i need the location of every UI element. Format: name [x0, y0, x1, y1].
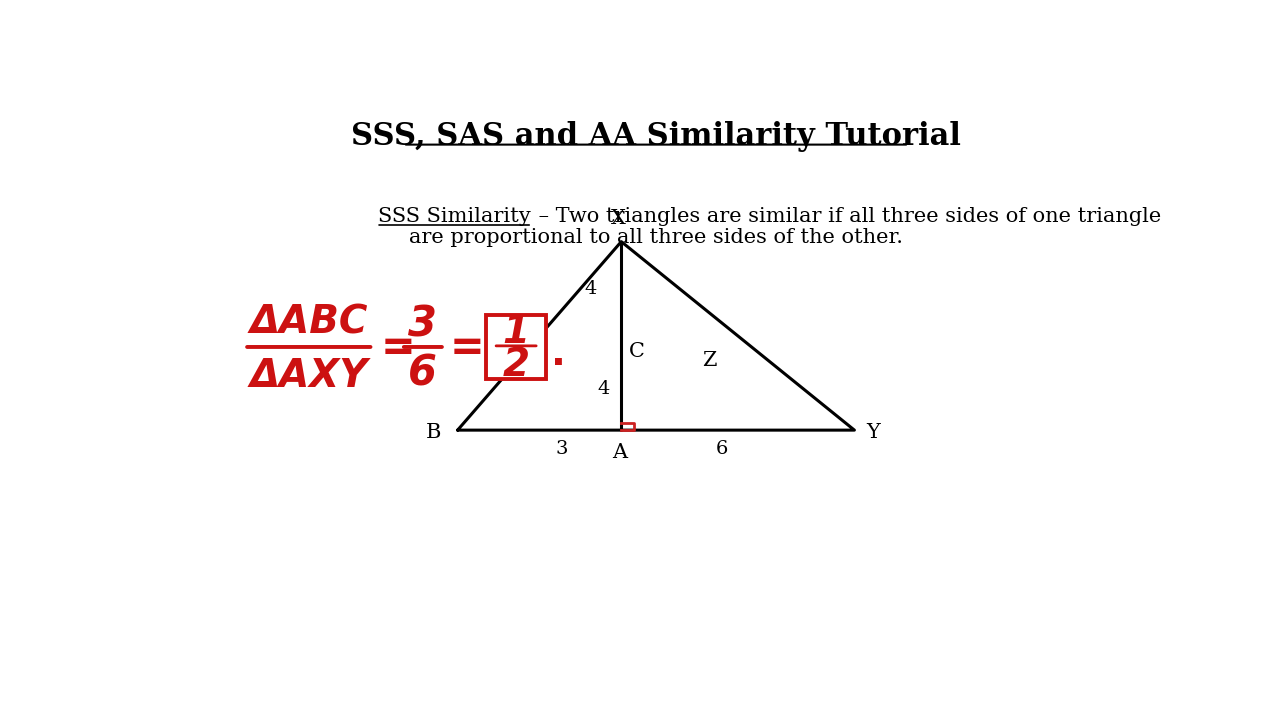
Text: 1: 1 — [503, 313, 530, 351]
Text: – Two triangles are similar if all three sides of one triangle: – Two triangles are similar if all three… — [532, 207, 1161, 226]
Text: A: A — [612, 443, 627, 462]
Text: 3: 3 — [408, 304, 438, 346]
Text: =: = — [449, 327, 484, 369]
Text: .: . — [550, 335, 566, 373]
Text: 6: 6 — [716, 440, 727, 458]
FancyBboxPatch shape — [486, 315, 545, 379]
Text: SSS, SAS and AA Similarity Tutorial: SSS, SAS and AA Similarity Tutorial — [351, 121, 961, 152]
Text: C: C — [630, 342, 645, 361]
Text: are proportional to all three sides of the other.: are proportional to all three sides of t… — [410, 228, 902, 247]
Text: 4: 4 — [584, 280, 596, 298]
Text: 3: 3 — [556, 440, 568, 458]
Text: 6: 6 — [408, 352, 438, 394]
Text: 5: 5 — [517, 360, 530, 378]
Text: Z: Z — [703, 351, 717, 370]
Text: ΔABC: ΔABC — [250, 303, 367, 341]
Text: 4: 4 — [596, 379, 609, 397]
Text: ΔAXY: ΔAXY — [250, 357, 367, 395]
Text: Y: Y — [867, 423, 881, 442]
Text: =: = — [380, 327, 415, 369]
Text: 2: 2 — [503, 346, 530, 384]
Text: SSS Similarity: SSS Similarity — [379, 207, 531, 226]
Text: X: X — [611, 209, 626, 228]
Text: B: B — [425, 423, 440, 442]
